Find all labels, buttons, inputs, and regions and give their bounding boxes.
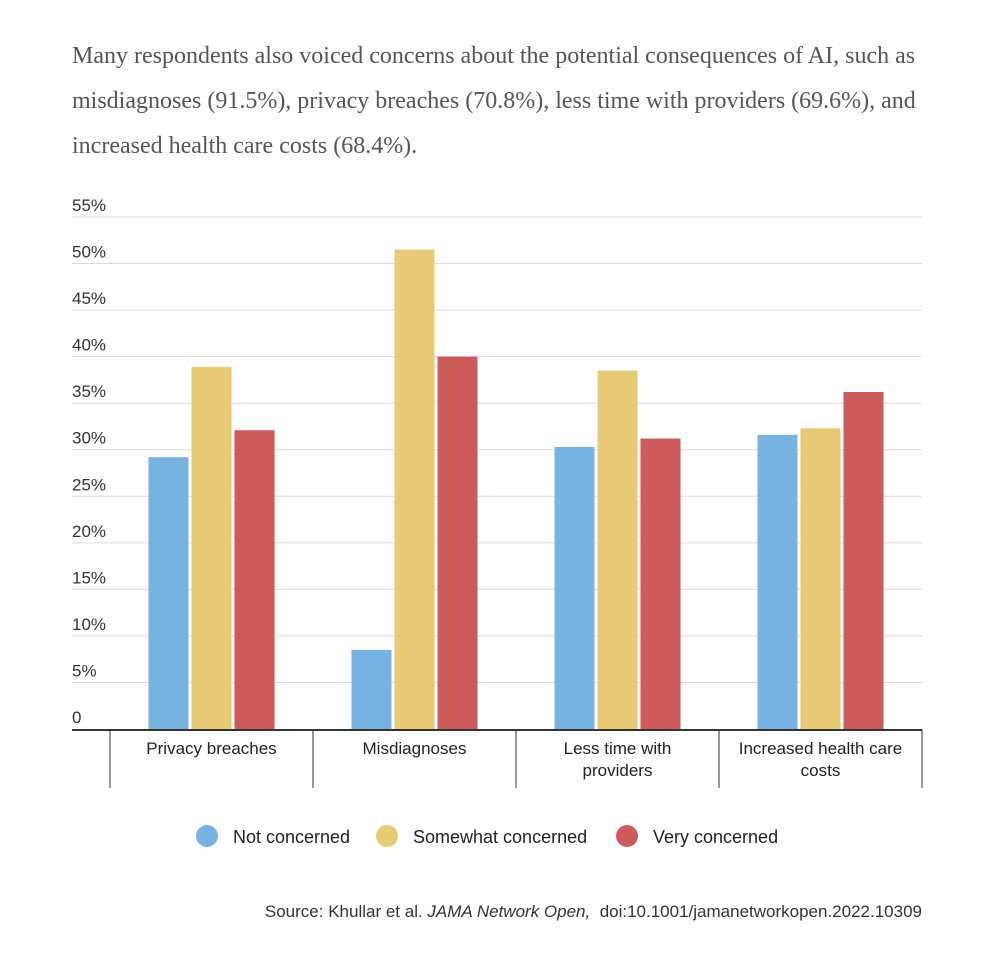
legend-label: Very concerned	[653, 827, 778, 847]
y-tick-label: 0	[72, 708, 81, 727]
bar	[800, 428, 841, 729]
y-tick-label: 55%	[72, 196, 106, 215]
bar	[148, 457, 189, 729]
y-tick-label: 30%	[72, 429, 106, 448]
bar	[843, 392, 884, 729]
chart-subtitle: Many respondents also voiced concerns ab…	[72, 43, 916, 159]
legend-label: Not concerned	[233, 827, 350, 847]
x-tick-label: Privacy breaches	[146, 739, 276, 758]
y-axis-ticks: 0 5% 10% 15% 20% 25% 30% 35% 40% 45% 50% 55%	[72, 196, 106, 727]
x-tick-label: providers	[583, 761, 653, 780]
legend: Not concerned Somewhat concerned Very conc…	[196, 825, 778, 847]
x-axis	[72, 729, 923, 788]
y-tick-label: 45%	[72, 289, 106, 308]
y-tick-label: 20%	[72, 522, 106, 541]
y-tick-label: 5%	[72, 661, 97, 680]
bar	[394, 249, 435, 729]
y-tick-label: 50%	[72, 243, 106, 262]
x-axis-labels: Privacy breaches Misdiagnoses Less time wi…	[146, 739, 902, 780]
bars	[148, 249, 884, 729]
legend-label: Somewhat concerned	[413, 827, 587, 847]
source-journal: JAMA Network Open,	[427, 902, 591, 921]
x-tick-label: Less time with	[564, 739, 672, 758]
source-prefix: Source: Khullar et al.	[264, 902, 428, 921]
y-tick-label: 10%	[72, 615, 106, 634]
bar	[437, 356, 478, 729]
y-tick-label: 25%	[72, 475, 106, 494]
source-note: Source: Khullar et al. JAMA Network Open…	[265, 902, 922, 922]
bar	[191, 366, 232, 729]
legend-swatch	[376, 825, 398, 847]
x-tick-label: Misdiagnoses	[363, 739, 467, 758]
bar	[554, 446, 595, 729]
y-tick-label: 15%	[72, 568, 106, 587]
x-tick-label: Increased health care	[739, 739, 903, 758]
legend-swatch	[616, 825, 638, 847]
y-tick-label: 35%	[72, 382, 106, 401]
bar	[351, 649, 392, 729]
legend-swatch	[196, 825, 218, 847]
bar	[597, 370, 638, 729]
bar	[234, 430, 275, 729]
bar-chart: 0 5% 10% 15% 20% 25% 30% 35% 40% 45% 50% 55% Privac…	[72, 196, 923, 847]
bar	[757, 434, 798, 729]
y-tick-label: 40%	[72, 336, 106, 355]
bar	[640, 438, 681, 729]
x-tick-label: costs	[801, 761, 841, 780]
source-doi: doi:10.1001/jamanetworkopen.2022.10309	[599, 902, 922, 921]
